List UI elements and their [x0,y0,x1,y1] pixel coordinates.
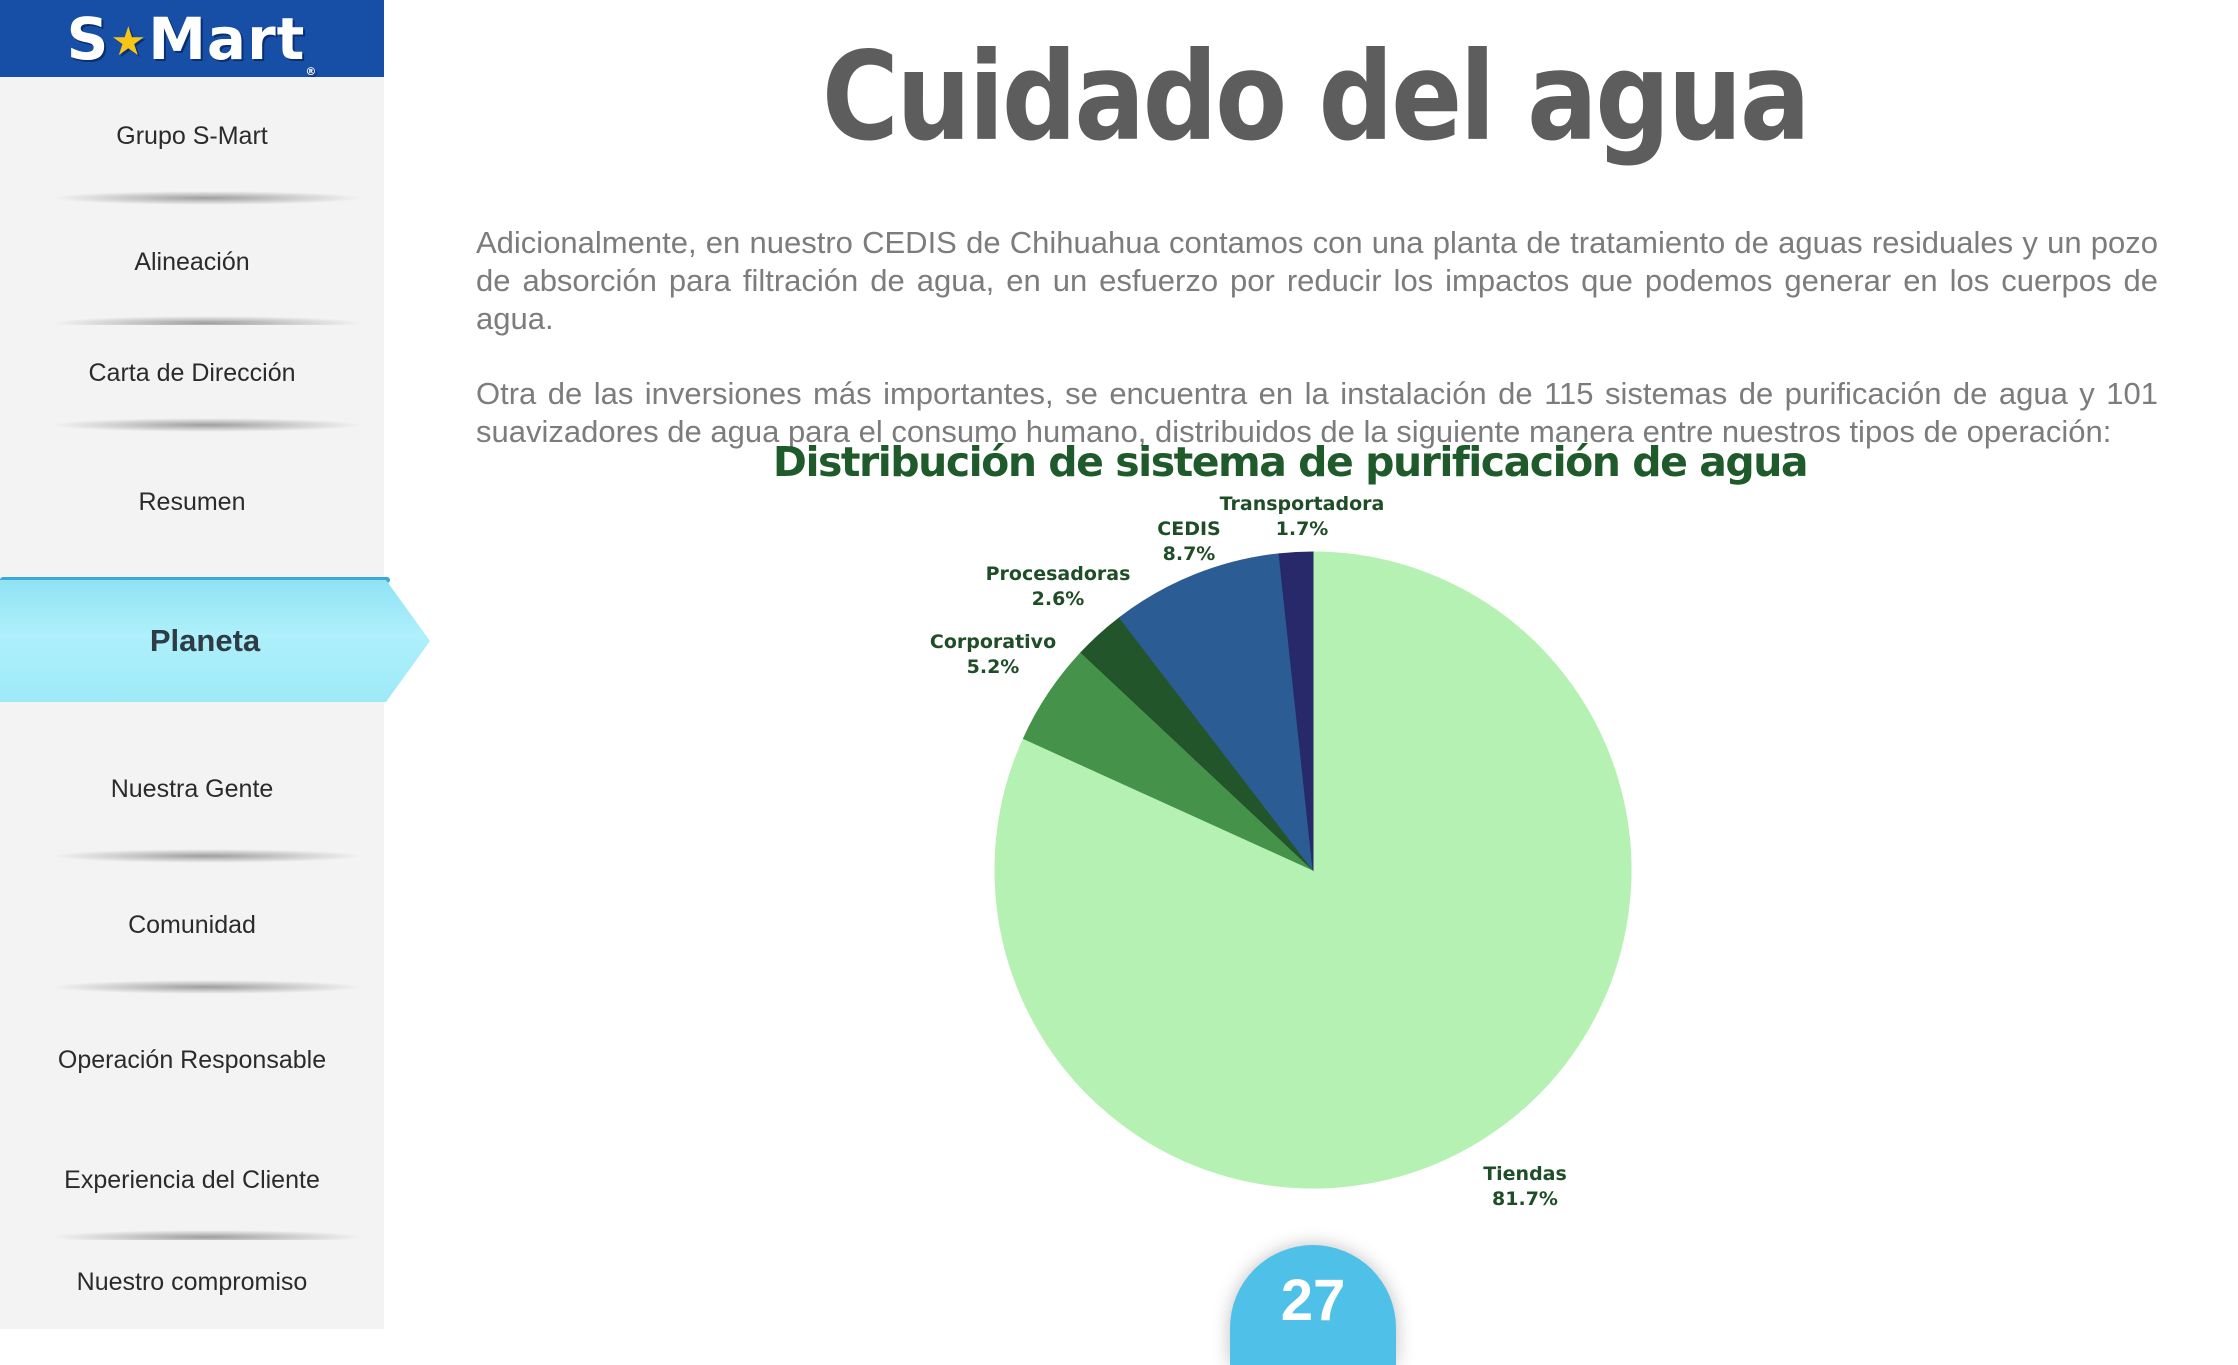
sidebar-item-planeta[interactable]: Planeta [0,580,430,702]
sidebar-item-operacion-responsable[interactable]: Operación Responsable [0,998,384,1123]
sidebar-item-label: Nuestro compromiso [76,1267,308,1296]
sidebar-item-experiencia-cliente[interactable]: Experiencia del Cliente [0,1126,384,1244]
sidebar-item-label: Carta de Dirección [88,359,296,387]
body-paragraph: Otra de las inversiones más importantes,… [476,376,2158,449]
sidebar-item-resumen[interactable]: Resumen [0,432,384,572]
sidebar: S★Mart® Grupo S-Mart Alineación Carta de… [0,0,430,1329]
pie-slice-procesadoras [1080,616,1314,871]
sidebar-item-label: Grupo S-Mart [116,121,268,150]
sidebar-item-carta-direccion[interactable]: Carta de Dirección [0,325,384,432]
sidebar-item-label: Operación Responsable [57,1046,327,1074]
page-number-badge: 27 [1230,1245,1396,1365]
slice-label: Procesadoras [986,563,1131,585]
smart-logo[interactable]: S★Mart® [0,0,384,78]
slice-value-label: 2.6% [1032,588,1085,610]
sidebar-item-label: Alineación [134,248,250,276]
sidebar-item-nuestro-compromiso[interactable]: Nuestro compromiso [0,1240,384,1324]
sidebar-item-label: Comunidad [128,910,256,939]
slice-label: CEDIS [1157,518,1220,540]
sidebar-item-grupo-smart[interactable]: Grupo S-Mart [0,77,384,205]
sidebar-item-comunidad[interactable]: Comunidad [0,866,384,994]
logo-text: S★Mart® [66,4,318,78]
page-title: Cuidado del agua [821,26,1811,168]
slice-label: Tiendas [1483,1163,1567,1185]
sidebar-item-label: Experiencia del Cliente [64,1165,320,1194]
sidebar-item-alineacion[interactable]: Alineación [0,205,384,330]
pie-slice-transportadora [1278,551,1314,871]
pie-slice-corporativo [1022,651,1314,871]
pie-slice-cedis [1118,553,1314,872]
slice-label: Corporativo [930,631,1056,653]
sidebar-item-nuestra-gente[interactable]: Nuestra Gente [0,725,384,863]
sidebar-item-label: Nuestra Gente [110,774,274,803]
sidebar-item-label: Planeta [149,623,261,658]
slice-value-label: 8.7% [1163,543,1216,565]
sidebar-item-label: Resumen [138,487,246,516]
slice-value-label: 5.2% [967,656,1020,678]
star-icon: ★ [110,18,148,65]
slice-value-label: 1.7% [1276,518,1329,540]
slice-value-label: 81.7% [1492,1188,1558,1210]
page-number: 27 [1280,1268,1346,1333]
slice-label: Transportadora [1220,493,1385,515]
body-paragraph: Adicionalmente, en nuestro CEDIS de Chih… [476,225,2158,336]
chart-title: Distribución de sistema de purificación … [772,438,1809,486]
pie-slice-tiendas [994,551,1632,1189]
